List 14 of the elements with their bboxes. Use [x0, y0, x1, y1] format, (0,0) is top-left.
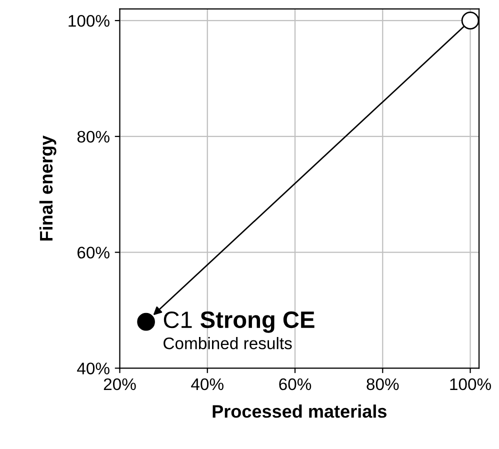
- y-tick-label: 60%: [78, 246, 110, 259]
- x-tick-label: 60%: [279, 378, 312, 390]
- y-tick-label: 40%: [77, 362, 110, 374]
- x-tick-label: 20%: [104, 378, 136, 390]
- y-axis-title: Final energy: [39, 135, 56, 241]
- x-axis-title: Processed materials: [212, 404, 386, 418]
- x-tick-label: 80%: [366, 378, 399, 390]
- x-tick-label: 100%: [450, 378, 491, 390]
- annotation: C1: [164, 311, 192, 328]
- annotation: Combined results: [164, 337, 292, 350]
- x-tick-label: 40%: [191, 378, 224, 390]
- y-tick-label: 80%: [77, 130, 110, 143]
- annotation: Strong CE: [200, 311, 314, 333]
- y-tick-label: 100%: [68, 14, 110, 27]
